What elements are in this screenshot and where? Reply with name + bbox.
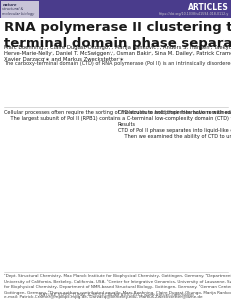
Text: ¹Dept. Structural Chemistry, Max Planck Institute for Biophysical Chemistry, Got: ¹Dept. Structural Chemistry, Max Planck …	[4, 274, 231, 299]
Text: The carboxy-terminal domain (CTD) of RNA polymerase (Pol II) is an intrinsically: The carboxy-terminal domain (CTD) of RNA…	[4, 61, 231, 66]
Text: https://doi.org/10.1038/s41594-018-0112-y: https://doi.org/10.1038/s41594-018-0112-…	[158, 11, 228, 16]
Bar	[1, 1, 39, 17]
Text: RNA polymerase II clustering through carboxy-
terminal domain phase separation: RNA polymerase II clustering through car…	[4, 21, 231, 50]
Text: NATURE STRUCTURAL & MOLECULAR BIOLOGY | www.nature.com/nsmb: NATURE STRUCTURAL & MOLECULAR BIOLOGY | …	[38, 293, 193, 297]
Bar	[0, 0, 231, 18]
Text: nature: nature	[3, 2, 17, 7]
Text: Cellular processes often require the sorting of molecules to hold their interact: Cellular processes often require the sor…	[4, 110, 231, 121]
Text: molecular biology: molecular biology	[3, 11, 35, 16]
Text: structural &: structural &	[3, 7, 24, 11]
Text: CTD structure and properties have remained enigmatic. Here we show that a CTD ca: CTD structure and properties have remain…	[118, 110, 231, 139]
Text: Marc Boehningⁱ,ⁱ, Claire Dugast-Okungoⁱ,ⁱ, Marija Rankovicⁱ,ⁱ, Anders S. Hansenⁱ: Marc Boehningⁱ,ⁱ, Claire Dugast-Okungoⁱ,…	[4, 45, 231, 62]
Text: ARTICLES: ARTICLES	[187, 4, 228, 13]
